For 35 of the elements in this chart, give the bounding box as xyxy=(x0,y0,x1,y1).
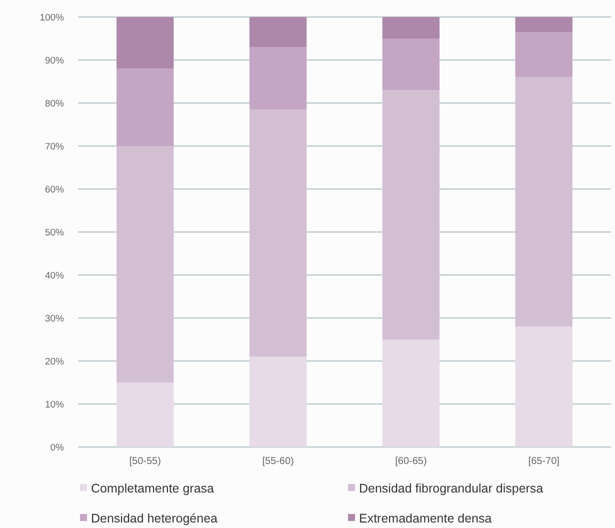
x-tick-label: [60-65) xyxy=(395,456,427,467)
bar xyxy=(515,32,572,78)
bar xyxy=(515,17,572,32)
y-tick-label: 90% xyxy=(44,55,65,66)
bar xyxy=(382,90,440,340)
legend-label: Densidad heterogénea xyxy=(91,511,218,526)
legend-label: Densidad fibrograndular dispersa xyxy=(359,481,544,496)
bar xyxy=(382,340,440,447)
x-tick-label: [55-60) xyxy=(262,456,294,467)
bar xyxy=(116,382,174,447)
bar xyxy=(249,47,307,110)
bar xyxy=(515,77,572,327)
y-tick-label: 0% xyxy=(50,442,65,454)
legend-label: Completamente grasa xyxy=(91,481,214,496)
bar xyxy=(249,356,307,447)
y-tick-label: 50% xyxy=(44,227,65,238)
y-tick-label: 60% xyxy=(44,184,65,196)
bar xyxy=(116,17,174,69)
bar xyxy=(382,38,440,90)
bar xyxy=(116,68,174,146)
y-tick-label: 70% xyxy=(44,141,65,152)
bar xyxy=(249,17,307,48)
y-tick-label: 30% xyxy=(44,313,65,324)
y-tick-label: 80% xyxy=(44,98,65,110)
y-tick-label: 40% xyxy=(44,270,65,282)
x-tick-label: [50-55) xyxy=(129,456,161,467)
y-tick-label: 10% xyxy=(44,399,65,410)
y-tick-label: 20% xyxy=(44,356,65,368)
bar xyxy=(515,326,572,447)
x-tick-label: [65-70] xyxy=(528,456,560,467)
bar xyxy=(249,109,307,357)
y-tick-label: 100% xyxy=(40,12,65,24)
bar xyxy=(382,17,440,38)
bar xyxy=(116,146,174,382)
legend-label: Extremadamente densa xyxy=(359,511,492,526)
